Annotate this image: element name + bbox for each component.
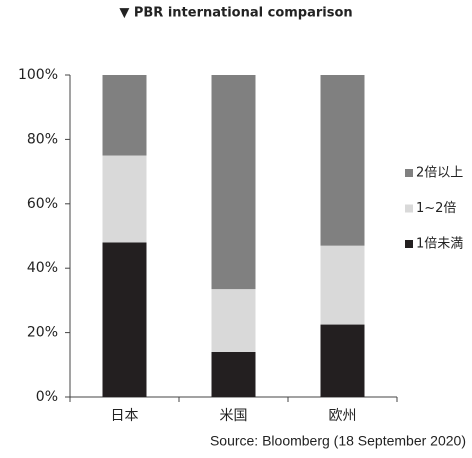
- x-tick-label: 欧州: [329, 408, 357, 424]
- x-tick-label: 日本: [111, 408, 139, 424]
- bar-segment: [102, 242, 147, 397]
- bar-segment: [102, 155, 147, 243]
- legend-label: 1倍未満: [416, 237, 463, 252]
- bar-segment: [320, 324, 365, 397]
- y-tick-label: 0%: [36, 389, 58, 405]
- chart-title: ▼ PBR international comparison: [119, 6, 352, 21]
- bar-segment: [211, 75, 256, 290]
- legend-label: 2倍以上: [416, 166, 463, 181]
- y-tick-label: 100%: [18, 67, 58, 83]
- legend-swatch: [405, 169, 413, 177]
- y-tick-label: 40%: [27, 260, 58, 276]
- legend-swatch: [405, 204, 413, 213]
- legend-swatch: [405, 240, 413, 248]
- bar-segment: [211, 351, 256, 397]
- bar-segment: [102, 75, 147, 156]
- bar-segment: [320, 245, 365, 325]
- bar-segment: [211, 289, 256, 352]
- x-tick-label: 米国: [220, 408, 248, 424]
- bar-segment: [320, 75, 365, 246]
- y-tick-label: 20%: [27, 325, 58, 341]
- y-tick-label: 80%: [27, 131, 58, 147]
- y-tick-label: 60%: [27, 196, 58, 212]
- source-note: Source: Bloomberg (18 September 2020): [210, 433, 466, 449]
- legend-label: 1~2倍: [416, 201, 456, 216]
